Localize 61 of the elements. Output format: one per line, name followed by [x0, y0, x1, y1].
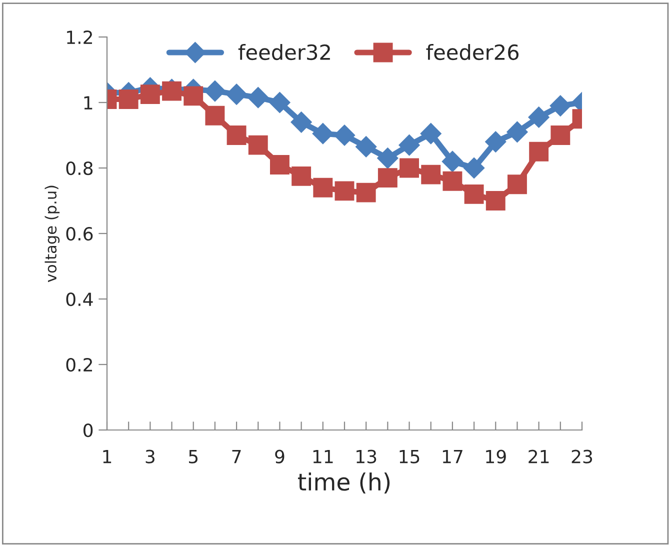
y-axis-title: voltage (p.u)	[44, 186, 60, 282]
point	[486, 191, 506, 210]
point	[528, 106, 550, 128]
x-tick-label: 9	[275, 450, 284, 464]
point	[226, 84, 248, 106]
x-tick-label: 15	[400, 450, 420, 464]
y-tick-label: 0.2	[66, 358, 92, 372]
legend-label: feeder26	[426, 44, 519, 60]
point	[355, 136, 377, 158]
x-tick-label: 3	[146, 450, 154, 464]
point	[420, 122, 442, 144]
point	[184, 86, 204, 106]
x-tick-label: 21	[528, 450, 549, 464]
point	[484, 130, 506, 153]
point	[508, 174, 527, 194]
point	[292, 166, 312, 186]
y-tick-label: 1.2	[67, 30, 92, 44]
point	[398, 134, 420, 156]
x-tick-label: 17	[442, 450, 462, 464]
x-tick-label: 13	[356, 450, 376, 464]
point	[334, 124, 356, 146]
x-tick-label: 11	[313, 450, 333, 464]
point	[313, 178, 333, 198]
point	[312, 122, 334, 144]
point	[463, 157, 485, 179]
point	[442, 171, 462, 191]
point	[400, 158, 419, 178]
point	[529, 142, 549, 162]
point	[268, 92, 291, 114]
y-tick-label: 0.6	[66, 226, 93, 241]
point	[140, 84, 160, 104]
point	[550, 94, 572, 117]
x-tick-label: 7	[232, 450, 241, 464]
x-tick-label: 19	[486, 450, 506, 464]
point	[162, 81, 182, 101]
point	[506, 121, 528, 143]
point	[421, 164, 441, 184]
point	[290, 111, 312, 133]
point	[334, 181, 354, 201]
x-tick-label: 23	[572, 450, 592, 464]
x-tick-label: 1	[103, 450, 112, 464]
y-tick-label: 0.8	[66, 161, 93, 176]
point	[226, 126, 246, 145]
point	[464, 184, 484, 204]
point	[550, 126, 570, 145]
y-tick-label: 1	[84, 96, 92, 110]
point	[378, 168, 398, 188]
y-tick-label: 0	[84, 423, 93, 438]
x-axis-title: time (h)	[298, 472, 390, 494]
point	[442, 150, 464, 172]
point	[247, 86, 269, 108]
point	[205, 106, 225, 126]
point	[270, 155, 290, 174]
x-tick-label: 5	[189, 450, 198, 464]
point	[248, 135, 268, 155]
point	[356, 182, 376, 202]
y-tick-label: 0.4	[66, 292, 93, 306]
point	[118, 90, 138, 109]
point	[376, 147, 398, 169]
legend-label: feeder32	[238, 44, 330, 60]
point	[204, 80, 226, 102]
